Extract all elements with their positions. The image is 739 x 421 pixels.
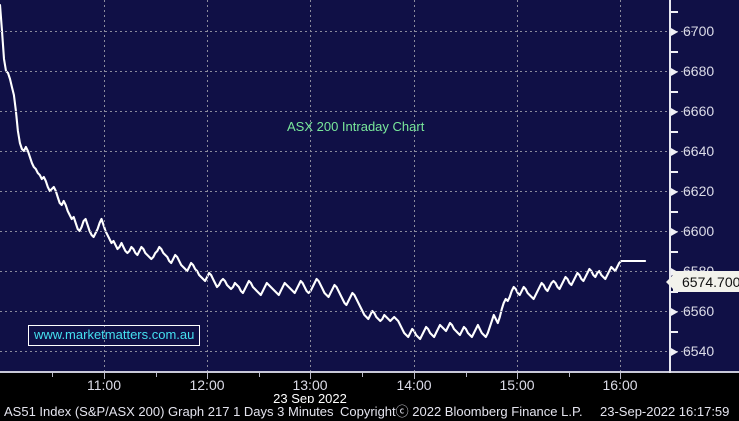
footer-timestamp-text: 23-Sep-2022 16:17:59 — [600, 404, 730, 419]
y-axis-tick-major — [671, 188, 678, 196]
gridline-vertical — [517, 0, 518, 371]
y-axis-label: 6680 — [683, 63, 715, 79]
gridline-horizontal — [0, 71, 671, 72]
gridline-vertical — [310, 0, 311, 371]
gridline-vertical — [104, 0, 105, 371]
x-axis-tick-major — [414, 373, 415, 379]
gridline-horizontal — [0, 311, 671, 312]
gridline-horizontal-axis-stub — [671, 111, 695, 112]
gridline-horizontal — [0, 151, 671, 152]
y-axis-tick-major — [671, 308, 678, 316]
y-axis-label: 6620 — [683, 183, 715, 199]
y-axis: 670066806660664066206600658065606540 — [671, 0, 739, 373]
x-axis-label: 14:00 — [396, 377, 432, 393]
x-axis-label: 15:00 — [499, 377, 535, 393]
last-price-flag: 6574.700 — [673, 271, 739, 292]
y-axis-tick-major — [671, 68, 678, 76]
x-axis-tick-minor — [466, 373, 467, 377]
plot-bottom-border — [0, 371, 671, 373]
y-axis-tick-minor — [671, 211, 678, 213]
y-axis-tick-major — [671, 148, 678, 156]
gridline-vertical — [207, 0, 208, 371]
x-axis-tick-major — [620, 373, 621, 379]
footer-security-text: AS51 Index (S&P/ASX 200) Graph 217 1 Day… — [4, 404, 334, 419]
gridline-horizontal-axis-stub — [671, 71, 695, 72]
y-axis-label: 6640 — [683, 143, 715, 159]
x-axis-tick-major — [517, 373, 518, 379]
x-axis-tick-major — [104, 373, 105, 379]
x-axis-tick-major — [310, 373, 311, 379]
y-axis-label: 6540 — [683, 343, 715, 359]
y-axis-bottom-border — [671, 371, 739, 373]
gridline-horizontal — [0, 191, 671, 192]
y-axis-label: 6700 — [683, 23, 715, 39]
x-axis-label: 16:00 — [602, 377, 638, 393]
y-axis-tick-minor — [671, 91, 678, 93]
footer-bar: AS51 Index (S&P/ASX 200) Graph 217 1 Day… — [0, 403, 739, 421]
y-axis-tick-minor — [671, 171, 678, 173]
x-axis-tick-minor — [156, 373, 157, 377]
y-axis-tick-major — [671, 108, 678, 116]
y-axis-tick-major — [671, 28, 678, 36]
x-axis-label: 11:00 — [87, 377, 121, 393]
y-axis-tick-minor — [671, 11, 678, 13]
x-axis-date-label: 23 Sep 2022 — [273, 391, 347, 406]
gridline-horizontal — [0, 31, 671, 32]
y-axis-label: 6600 — [683, 223, 715, 239]
gridline-horizontal-axis-stub — [671, 151, 695, 152]
x-axis-tick-minor — [362, 373, 363, 377]
y-axis-tick-minor — [671, 291, 678, 293]
gridline-horizontal — [0, 271, 671, 272]
x-axis-tick-minor — [569, 373, 570, 377]
gridline-vertical — [620, 0, 621, 371]
x-axis: 23 Sep 2022 11:00 12:00 13:00 14:00 15:00 16:… — [0, 373, 739, 406]
gridline-horizontal — [0, 351, 671, 352]
y-axis-tick-minor — [671, 51, 678, 53]
y-axis-label: 6560 — [683, 303, 715, 319]
gridline-horizontal-axis-stub — [671, 31, 695, 32]
x-axis-tick-major — [207, 373, 208, 379]
gridline-horizontal-axis-stub — [671, 351, 695, 352]
gridline-horizontal-axis-stub — [671, 191, 695, 192]
chart-plot-area: ASX 200 Intraday Chart www.marketmatters… — [0, 0, 671, 373]
x-axis-label: 13:00 — [292, 377, 328, 393]
x-axis-tick-minor — [52, 373, 53, 377]
gridline-vertical — [414, 0, 415, 371]
y-axis-label: 6660 — [683, 103, 715, 119]
price-flag-arrow-icon — [666, 274, 674, 290]
y-axis-tick-minor — [671, 251, 678, 253]
y-axis-tick-minor — [671, 331, 678, 333]
gridline-horizontal-axis-stub — [671, 311, 695, 312]
gridline-horizontal — [0, 231, 671, 232]
gridline-horizontal-axis-stub — [671, 231, 695, 232]
x-axis-label: 12:00 — [189, 377, 225, 393]
plot-right-border — [669, 0, 671, 373]
gridline-horizontal — [0, 111, 671, 112]
y-axis-tick-minor — [671, 131, 678, 133]
y-axis-tick-major — [671, 348, 678, 356]
chart-title: ASX 200 Intraday Chart — [287, 119, 425, 134]
x-axis-tick-minor — [259, 373, 260, 377]
price-line — [0, 3, 647, 341]
y-axis-tick-major — [671, 228, 678, 236]
watermark-label: www.marketmatters.com.au — [28, 325, 201, 346]
footer-copyright-text: Copyrightⓒ 2022 Bloomberg Finance L.P. — [340, 404, 583, 419]
